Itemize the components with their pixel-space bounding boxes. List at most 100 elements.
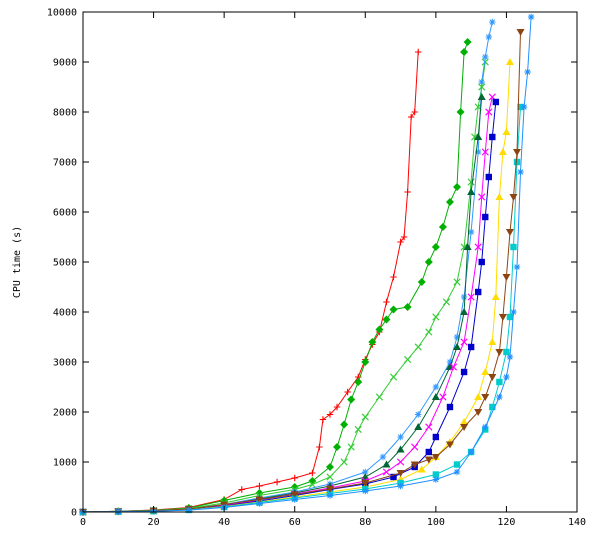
data-point xyxy=(432,383,440,391)
series-8 xyxy=(79,58,514,515)
data-point xyxy=(481,394,490,401)
data-point xyxy=(396,445,405,453)
series-3 xyxy=(79,58,489,516)
data-point xyxy=(449,363,458,371)
data-point xyxy=(495,193,504,200)
data-point xyxy=(467,188,476,195)
data-point xyxy=(425,423,433,431)
series-1 xyxy=(79,48,422,516)
data-point xyxy=(382,315,391,324)
data-point xyxy=(506,353,514,361)
data-point xyxy=(410,461,419,469)
data-point xyxy=(498,148,507,155)
data-point xyxy=(379,453,387,461)
x-tick-label: 60 xyxy=(289,517,301,528)
data-point xyxy=(505,58,514,65)
data-point xyxy=(415,48,422,56)
data-point xyxy=(463,243,472,250)
data-point xyxy=(503,348,510,356)
data-point xyxy=(524,68,531,76)
data-point xyxy=(424,456,433,464)
data-point xyxy=(415,411,422,418)
data-point xyxy=(489,133,496,141)
data-point xyxy=(491,293,500,300)
data-point xyxy=(467,293,475,301)
data-point xyxy=(445,441,454,449)
data-point xyxy=(407,113,415,121)
series-9 xyxy=(79,103,524,516)
x-tick-label: 20 xyxy=(148,517,160,528)
data-point xyxy=(432,476,440,483)
data-point xyxy=(290,491,299,499)
data-point xyxy=(445,198,454,206)
data-point xyxy=(474,243,482,251)
data-point xyxy=(326,492,334,499)
data-point xyxy=(481,368,490,375)
data-point xyxy=(361,358,370,366)
data-point xyxy=(400,233,408,241)
data-point xyxy=(361,480,370,487)
data-point xyxy=(255,496,264,504)
data-point xyxy=(481,148,489,156)
series-10 xyxy=(79,29,525,516)
data-point xyxy=(432,433,440,441)
data-point xyxy=(509,194,518,201)
data-point xyxy=(474,133,483,140)
data-point xyxy=(506,313,514,321)
data-point xyxy=(319,416,327,423)
x-tick-label: 140 xyxy=(568,517,586,528)
data-point xyxy=(326,486,334,493)
data-point xyxy=(417,278,426,286)
data-point xyxy=(453,468,461,476)
data-point xyxy=(467,178,475,186)
series-7 xyxy=(79,98,500,516)
data-point xyxy=(474,409,483,416)
data-point xyxy=(397,238,404,246)
series-line xyxy=(82,61,486,513)
data-point xyxy=(431,454,440,461)
data-point xyxy=(432,471,440,478)
data-point xyxy=(485,173,492,181)
series-11 xyxy=(79,13,535,516)
data-point xyxy=(453,461,461,468)
data-point xyxy=(474,393,483,400)
series-4 xyxy=(79,18,496,516)
data-point xyxy=(368,338,377,346)
data-point xyxy=(460,293,468,301)
y-axis-title: CPU time (s) xyxy=(12,226,23,298)
series-5 xyxy=(79,93,486,515)
series-line xyxy=(82,96,483,513)
data-point xyxy=(502,274,511,281)
data-point xyxy=(404,188,411,196)
y-tick-label: 1000 xyxy=(53,458,77,469)
data-point xyxy=(383,298,390,306)
data-point xyxy=(467,228,475,236)
x-tick-label: 40 xyxy=(218,517,230,528)
data-point xyxy=(460,48,469,56)
y-tick-label: 7000 xyxy=(53,158,77,169)
data-point xyxy=(362,487,369,495)
data-point xyxy=(442,298,451,306)
data-point xyxy=(460,424,469,431)
data-point xyxy=(513,149,522,156)
x-tick-label: 0 xyxy=(80,517,86,528)
data-point xyxy=(492,98,500,106)
x-tick-label: 80 xyxy=(359,517,371,528)
data-point xyxy=(291,474,298,482)
data-point xyxy=(460,368,468,376)
data-point xyxy=(505,229,514,236)
data-point xyxy=(333,403,341,411)
data-point xyxy=(482,423,489,431)
data-point xyxy=(453,183,462,191)
data-point xyxy=(238,486,245,493)
data-point xyxy=(390,473,397,481)
data-point xyxy=(424,258,433,266)
data-point xyxy=(309,469,316,477)
y-tick-label: 10000 xyxy=(47,8,77,19)
data-point xyxy=(453,278,461,286)
data-point xyxy=(482,53,489,61)
data-point xyxy=(498,314,507,321)
data-point xyxy=(495,349,504,356)
data-point xyxy=(326,473,334,481)
y-tick-label: 9000 xyxy=(53,58,77,69)
